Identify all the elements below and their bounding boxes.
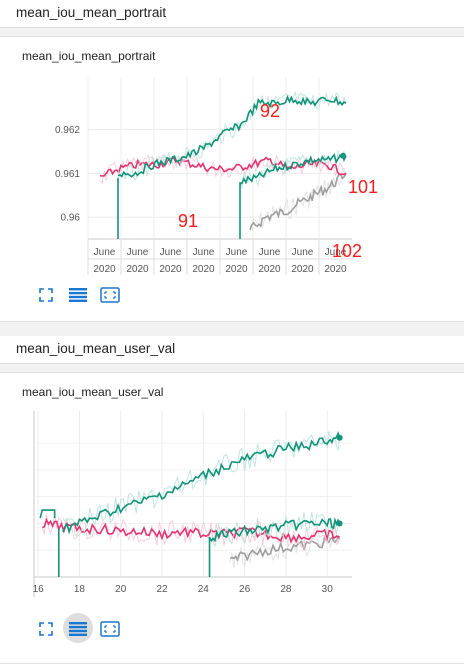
x-tick-label: 2020 (159, 264, 182, 275)
fullscreen-icon (39, 622, 53, 636)
series-teal-high-line (62, 430, 341, 535)
x-tick-label: 16 (33, 584, 45, 595)
toggle-data-table-button[interactable] (62, 613, 94, 643)
fullscreen-button[interactable] (30, 282, 62, 308)
fullscreen-button[interactable] (30, 616, 62, 642)
series-101-endpoint (340, 152, 346, 159)
line-chart-portrait[interactable]: 0.962 0.961 0.96 June 2020 June 2020 June 2020 Ju… (0, 37, 464, 287)
series-teal-high-endpoint (336, 434, 343, 441)
x-tick-label: June (94, 247, 116, 258)
x-tick-label: 26 (239, 584, 251, 595)
series-102-raw (249, 167, 347, 231)
section-header-user-val[interactable]: mean_iou_mean_user_val (0, 336, 464, 364)
x-tick-label: 2020 (291, 264, 314, 275)
series-teal-start (39, 509, 56, 519)
series-92-raw (117, 90, 347, 181)
x-tick-label: 18 (74, 584, 86, 595)
x-tick-label: June (292, 247, 314, 258)
card-toolbar (30, 613, 126, 643)
chart-card-portrait: mean_iou_mean_portrait 0.962 0.961 0.96 Jun… (0, 36, 464, 322)
section-title: mean_iou_mean_portrait (16, 5, 167, 20)
x-tick-label: June (127, 247, 149, 258)
chart-card-user-val: mean_iou_mean_user_val 16 18 20 22 24 26 28 30 (0, 372, 464, 664)
card-title: mean_iou_mean_portrait (22, 49, 156, 63)
run-annotation: 91 (178, 211, 198, 231)
fit-domain-icon (100, 621, 120, 637)
x-tick-label: 2020 (192, 264, 215, 275)
y-tick-label: 0.961 (55, 169, 80, 180)
fullscreen-icon (39, 288, 53, 302)
series-teal-low-endpoint (336, 520, 343, 527)
x-tick-label: June (259, 247, 281, 258)
series-pink-line (42, 517, 340, 544)
x-tick-label: 30 (322, 584, 334, 595)
series-gray-line (229, 534, 341, 562)
series-101-line (239, 153, 347, 185)
series-91-line (99, 156, 347, 177)
toggle-data-table-button[interactable] (62, 282, 94, 308)
data-table-icon (69, 288, 87, 302)
series-pink-raw (41, 514, 341, 549)
series-teal-low-raw (209, 512, 340, 548)
x-tick-label: 24 (198, 584, 210, 595)
x-tick-label: 2020 (324, 264, 347, 275)
series-teal-low-line (208, 517, 341, 543)
x-tick-label: 2020 (126, 264, 149, 275)
run-annotation: 101 (348, 177, 378, 197)
x-tick-label: 2020 (258, 264, 281, 275)
x-tick-label: June (226, 247, 248, 258)
section-header-portrait[interactable]: mean_iou_mean_portrait (0, 0, 464, 28)
series-102-line (249, 172, 347, 230)
fit-domain-button[interactable] (94, 282, 126, 308)
run-annotation: 102 (332, 241, 362, 261)
fit-domain-button[interactable] (94, 616, 126, 642)
card-toolbar (30, 282, 126, 308)
x-tick-label: 2020 (93, 264, 116, 275)
line-chart-user-val[interactable]: 16 18 20 22 24 26 28 30 (0, 373, 464, 613)
x-tick-label: 2020 (225, 264, 248, 275)
card-title: mean_iou_mean_user_val (22, 385, 164, 399)
data-table-icon (69, 622, 87, 636)
section-title: mean_iou_mean_user_val (16, 341, 176, 356)
x-tick-label: 20 (115, 584, 127, 595)
x-tick-label: 22 (156, 584, 168, 595)
run-annotation: 92 (260, 101, 280, 121)
y-tick-label: 0.962 (55, 125, 80, 136)
x-tick-label: June (193, 247, 215, 258)
fit-domain-icon (100, 287, 120, 303)
x-tick-label: June (325, 247, 347, 258)
series-92-line (117, 94, 347, 178)
y-tick-label: 0.96 (61, 213, 81, 224)
x-tick-label: 28 (280, 584, 292, 595)
x-tick-label: June (160, 247, 182, 258)
